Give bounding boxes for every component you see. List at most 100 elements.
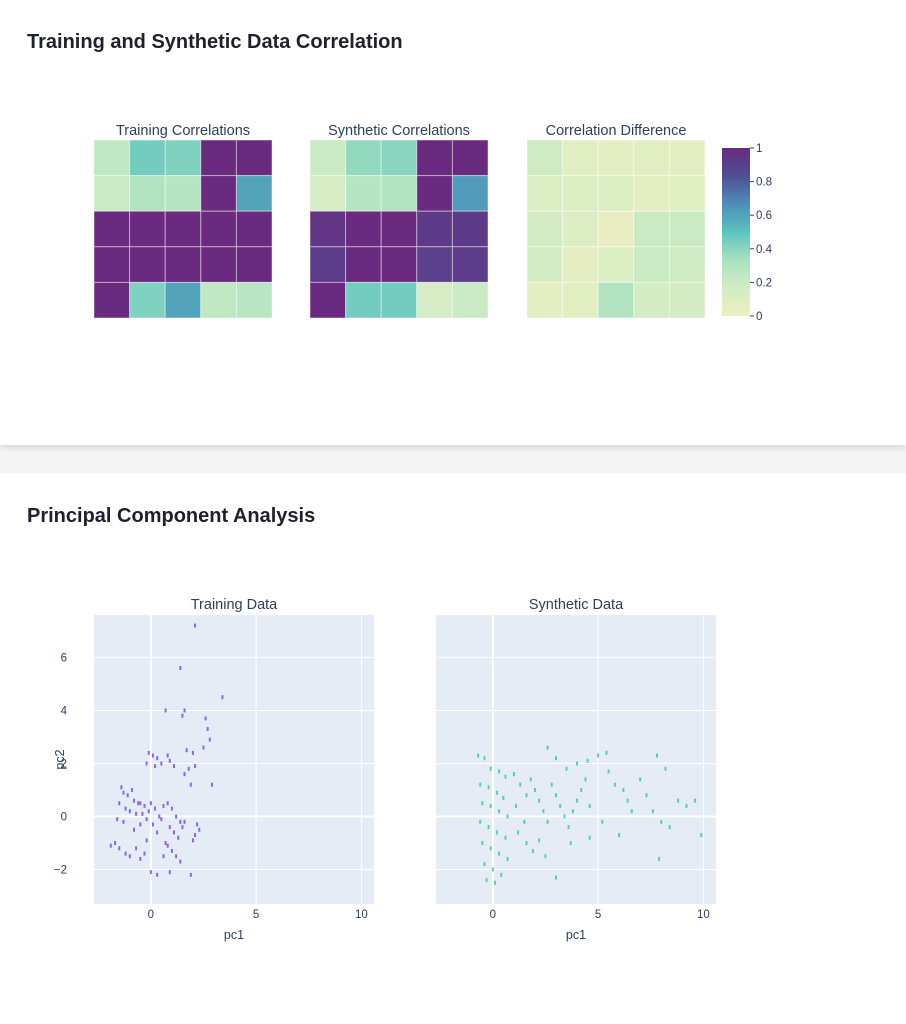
data-point [149,801,152,806]
data-point [563,814,566,819]
data-point [626,798,629,803]
heatmap-cell [164,175,202,212]
colorbar-tick-label: 1 [756,143,762,155]
data-point [156,830,159,835]
heatmap-cell [526,246,564,283]
data-point [164,841,167,846]
data-point [135,846,138,851]
heatmap-cell [416,175,453,212]
data-point [506,856,509,861]
colorbar-tick-label: 0 [756,311,762,323]
heatmap-cell [562,210,599,248]
y-tick-label: 6 [61,652,67,664]
heatmap-cell [597,281,635,319]
correlation-card: Training and Synthetic Data Correlation … [0,0,906,445]
heatmap-cell [309,139,347,177]
data-point [498,809,501,814]
x-tick-label: 0 [148,909,154,921]
data-point [177,835,180,840]
heatmap-cell [451,139,489,177]
data-point [154,806,157,811]
x-tick-label: 10 [697,909,710,921]
heatmap-cell [93,246,131,283]
data-point [122,790,125,795]
data-point [181,825,184,830]
data-point [576,761,579,766]
data-point [485,878,488,883]
heatmap-cell [309,210,347,248]
data-point [168,825,171,830]
heatmap-cell [380,139,418,177]
colorbar-tick-label: 0.4 [756,244,773,256]
heatmap-cell [200,210,237,248]
data-point [164,708,167,713]
data-point [493,880,496,885]
heatmap-cell [164,210,202,248]
plot-background [436,615,716,904]
data-point [120,785,123,790]
heatmap-cell [416,139,453,177]
heatmap-cell [164,246,202,283]
scatter-title: Synthetic Data [529,597,624,613]
heatmap-cell [93,210,131,248]
heatmap-cell [526,139,564,177]
heatmap-cell [562,139,599,177]
data-point [515,803,517,808]
heatmap-title: Synthetic Correlations [328,123,470,139]
data-point [137,801,140,806]
data-point [109,843,112,848]
heatmap-cell [380,281,418,319]
scatter-title: Training Data [191,597,278,613]
data-point [194,833,197,838]
data-point [586,758,589,763]
data-point [519,782,522,787]
data-point [496,830,499,835]
heatmap-cell [129,139,166,177]
y-axis-label: pc2 [53,749,67,769]
pca-card: Principal Component Analysis Training Da… [0,473,906,1024]
data-point [658,856,661,861]
data-point [546,819,549,824]
data-point [483,862,486,867]
scatter-panel-1: Synthetic Data 0 5 10 pc1 [436,597,716,942]
heatmap-cell [668,281,706,319]
heatmap-cell [93,281,131,319]
data-point [523,819,526,824]
data-point [491,867,494,872]
data-point [173,830,175,835]
data-point [544,854,547,859]
heatmap-cell [562,281,599,319]
data-point [559,803,562,808]
heatmap-cell [129,281,166,319]
data-point [198,827,201,832]
data-point [183,819,186,824]
data-point [605,750,608,755]
data-point [158,814,161,819]
data-point [118,846,121,851]
data-point [639,777,642,782]
data-point [166,843,169,848]
heatmap-cell [633,281,670,319]
data-point [512,772,515,777]
data-point [145,817,148,822]
data-point [166,801,169,806]
data-point [151,753,154,758]
data-point [210,782,213,787]
data-point [194,623,197,628]
heatmap-cell [451,210,489,248]
data-point [168,870,171,875]
data-point [504,835,507,840]
data-point [160,817,163,822]
data-point [555,793,557,798]
heatmap-cell [235,210,273,248]
data-point [506,814,509,819]
plot-background [94,615,374,904]
data-point [196,822,199,827]
data-point [525,841,528,846]
heatmap-cell [416,210,453,248]
data-point [580,787,583,792]
data-point [133,827,135,832]
data-point [588,835,591,840]
heatmap-cell [668,246,706,283]
x-axis-label: pc1 [566,928,586,942]
